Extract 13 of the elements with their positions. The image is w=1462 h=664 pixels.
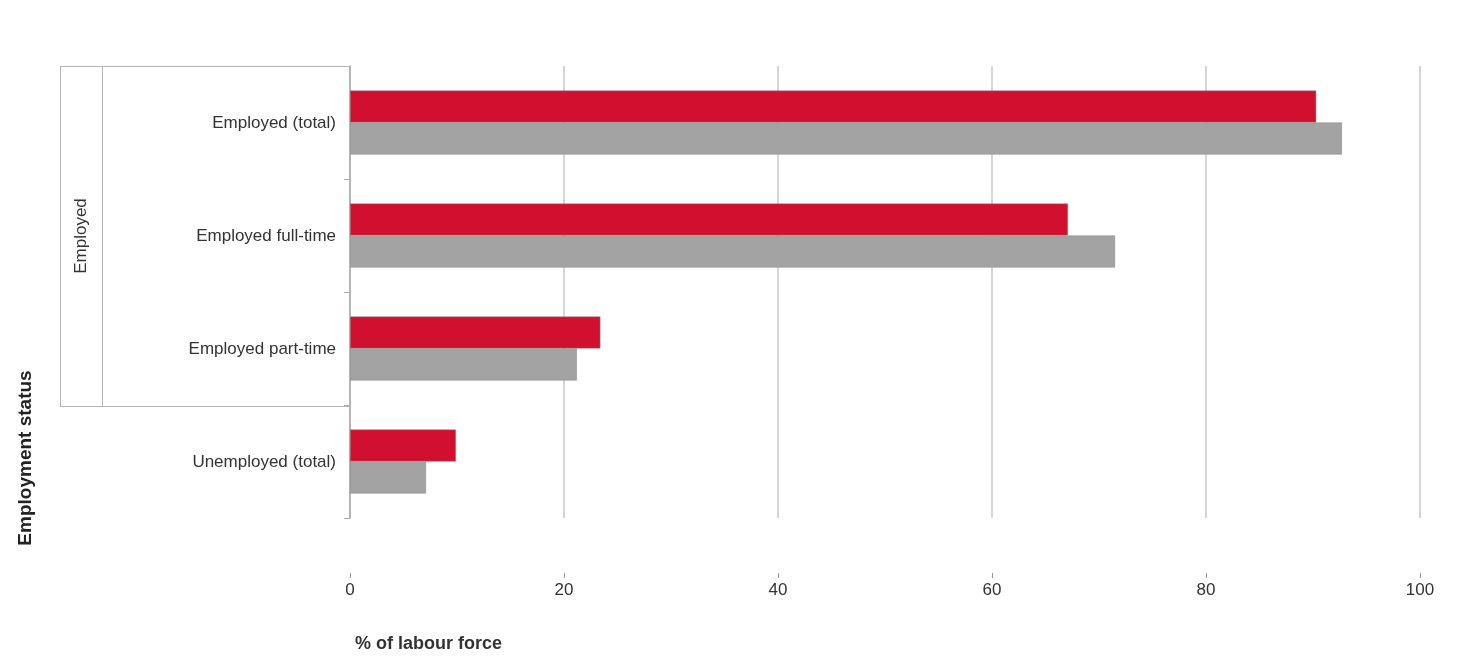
- x-tick-label: 40: [768, 580, 788, 599]
- x-axis-title: % of labour force: [355, 633, 503, 653]
- x-tick-label: 80: [1196, 580, 1216, 599]
- y-tick-label: Unemployed (total): [192, 452, 336, 471]
- x-tick-label: 0: [345, 580, 355, 599]
- x-tick-label: 20: [554, 580, 574, 599]
- y-tick-label: Employed full-time: [196, 226, 336, 245]
- x-tick-label: 60: [982, 580, 1002, 599]
- y-tick-label: Employed (total): [212, 113, 336, 132]
- x-tick-label: 100: [1405, 580, 1435, 599]
- y-tick-label: Employed part-time: [188, 339, 336, 358]
- text: Employment status: [14, 370, 36, 546]
- text: Employed: [71, 198, 91, 274]
